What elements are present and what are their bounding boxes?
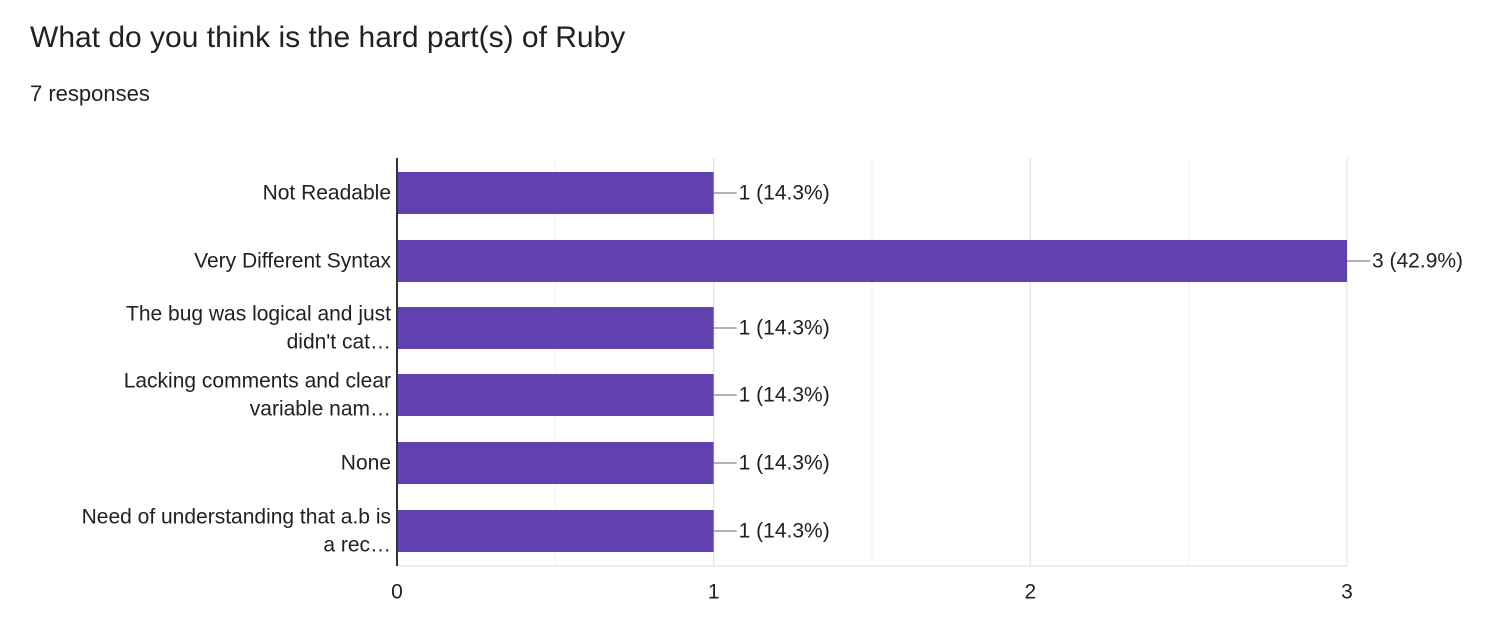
bar bbox=[397, 172, 714, 214]
bar bbox=[397, 442, 714, 484]
category-label: Lacking comments and clear bbox=[124, 370, 391, 393]
data-label: 3 (42.9%) bbox=[1372, 250, 1463, 273]
bar bbox=[397, 240, 1347, 282]
data-label: 1 (14.3%) bbox=[739, 317, 830, 340]
x-tick-label: 2 bbox=[1024, 581, 1036, 604]
question-title: What do you think is the hard part(s) of… bbox=[30, 21, 626, 54]
bar bbox=[397, 374, 714, 416]
category-label: variable nam… bbox=[250, 398, 391, 421]
bar bbox=[397, 307, 714, 349]
category-label: a rec… bbox=[323, 534, 391, 557]
x-tick-label: 1 bbox=[708, 581, 720, 604]
category-label: The bug was logical and just bbox=[126, 303, 391, 326]
category-label: didn't cat… bbox=[287, 331, 391, 354]
response-count: 7 responses bbox=[30, 81, 150, 106]
category-label: Need of understanding that a.b is bbox=[82, 506, 391, 529]
data-label: 1 (14.3%) bbox=[739, 520, 830, 543]
category-label: Not Readable bbox=[263, 182, 391, 205]
data-label: 1 (14.3%) bbox=[739, 384, 830, 407]
category-label: None bbox=[341, 452, 391, 475]
category-label: Very Different Syntax bbox=[194, 250, 391, 273]
x-tick-label: 0 bbox=[391, 581, 403, 604]
x-tick-label: 3 bbox=[1341, 581, 1353, 604]
data-label: 1 (14.3%) bbox=[739, 182, 830, 205]
bar bbox=[397, 510, 714, 552]
data-label: 1 (14.3%) bbox=[739, 452, 830, 475]
